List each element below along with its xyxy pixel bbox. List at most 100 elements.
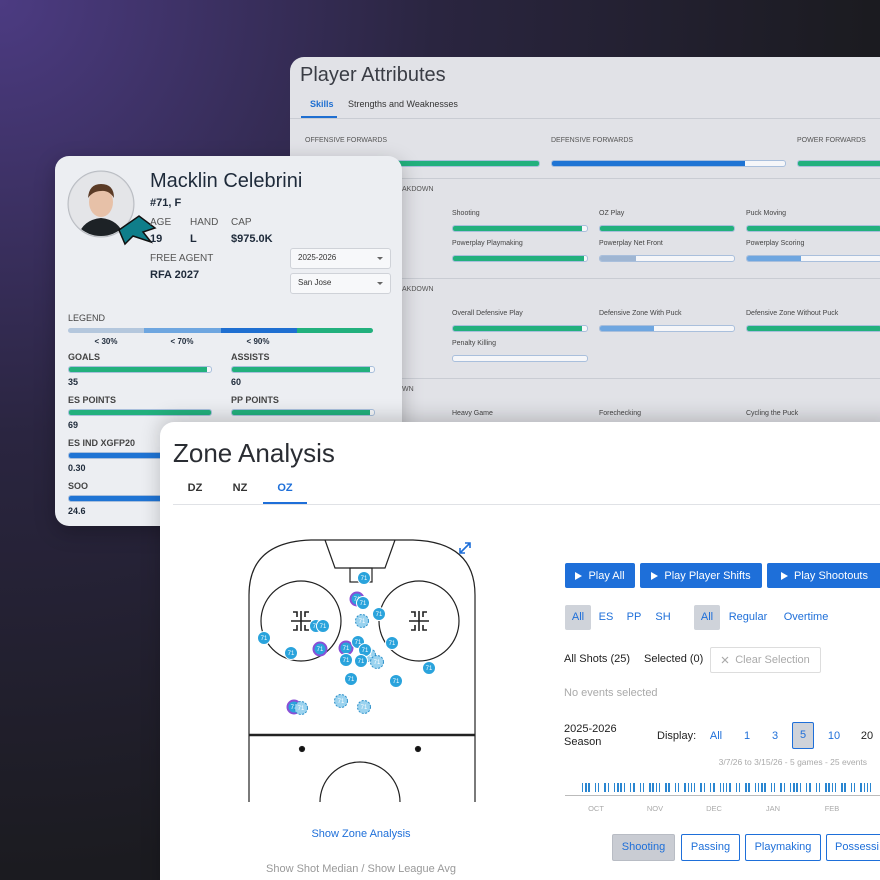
shot-label: 71 xyxy=(361,576,368,582)
display-option[interactable]: 1 xyxy=(743,730,751,742)
filter-option[interactable]: All xyxy=(694,605,720,630)
item-label: Penalty Killing xyxy=(452,340,496,347)
panel-title: Player Attributes xyxy=(300,64,446,86)
empty-note: No events selected xyxy=(564,687,658,699)
timeline-tick xyxy=(665,783,667,792)
stat-value: 60 xyxy=(231,377,242,387)
timeline-tick xyxy=(809,783,811,792)
timeline-tick xyxy=(630,783,632,792)
tab[interactable]: Strengths and Weaknesses xyxy=(348,99,458,109)
shot-label: 71 xyxy=(343,658,350,664)
category-button[interactable]: Possessi xyxy=(826,834,880,861)
filter-option[interactable]: Regular xyxy=(728,611,768,623)
season: Season xyxy=(564,736,602,748)
timeline-tick xyxy=(754,783,757,792)
divider xyxy=(290,378,880,379)
timeline-tick xyxy=(614,783,616,792)
play-icon xyxy=(575,571,583,580)
bar-fill xyxy=(552,161,746,166)
shot: 71 xyxy=(370,655,384,669)
display-option[interactable]: All xyxy=(709,730,723,742)
category-button[interactable]: Playmaking xyxy=(745,834,821,861)
play-button[interactable]: Play All xyxy=(565,563,635,588)
display-option[interactable]: 20 xyxy=(860,730,874,742)
item-label: Puck Moving xyxy=(746,210,787,217)
stat-label: SOO xyxy=(68,481,89,491)
select[interactable]: San Jose xyxy=(290,273,391,294)
link[interactable]: Show Zone Analysis xyxy=(311,828,411,840)
timeline-axis xyxy=(565,795,880,796)
timeline-tick xyxy=(655,783,657,792)
filter-option[interactable]: PP xyxy=(626,611,642,623)
shot-dot xyxy=(370,655,384,669)
bar-fill xyxy=(69,410,211,415)
shot-label: 71 xyxy=(298,706,305,712)
timeline-tick xyxy=(703,783,705,792)
filter-option[interactable]: All xyxy=(565,605,591,630)
item-label: Powerplay Scoring xyxy=(746,240,805,247)
shot-label: 71 xyxy=(360,601,367,607)
month-label: OCT xyxy=(588,804,604,813)
player-photo xyxy=(67,170,157,246)
timeline-tick xyxy=(710,783,712,792)
filter-option[interactable]: SH xyxy=(655,611,671,623)
bar-track xyxy=(452,325,588,332)
select-caret xyxy=(377,257,383,260)
tab[interactable]: Skills xyxy=(310,99,334,109)
bar-track xyxy=(452,225,588,232)
timeline-tick xyxy=(870,783,872,792)
timeline-tick xyxy=(780,783,782,792)
timeline-tick xyxy=(687,783,689,792)
timeline-tick xyxy=(770,783,773,792)
month-label: JAN xyxy=(765,804,781,813)
bar-track xyxy=(231,409,375,416)
play-button[interactable]: Play Shootouts xyxy=(767,563,880,588)
timeline-tick xyxy=(735,783,737,792)
bar-track xyxy=(231,366,375,373)
timeline-tick xyxy=(796,783,798,792)
stat-label: GOALS xyxy=(68,352,101,362)
category-button[interactable]: Passing xyxy=(681,834,740,861)
timeline-tick xyxy=(748,783,750,792)
bar-fill xyxy=(747,256,801,261)
item-label: Powerplay Net Front xyxy=(599,240,663,247)
display-option[interactable]: 5 xyxy=(792,722,814,749)
shot-label: 71 xyxy=(338,699,345,705)
shot: 71 xyxy=(257,631,271,645)
expand-icon[interactable] xyxy=(457,540,473,556)
shot-label: 71 xyxy=(361,705,368,711)
shot-dot xyxy=(344,672,358,686)
shot-dot xyxy=(389,674,403,688)
clear-button[interactable]: Clear Selection xyxy=(710,647,821,673)
tab[interactable]: DZ xyxy=(187,482,203,494)
filter-option[interactable]: Overtime xyxy=(783,611,829,623)
category-button[interactable]: Shooting xyxy=(612,834,675,861)
timeline-tick xyxy=(726,783,728,792)
shot-label: 71 xyxy=(261,636,268,642)
legend-label: < 70% xyxy=(170,337,194,346)
play-button[interactable]: Play Player Shifts xyxy=(640,563,762,588)
shot: 71 xyxy=(357,700,371,714)
shot: 71 xyxy=(284,646,298,660)
bar-fill xyxy=(306,161,539,166)
tab[interactable]: OZ xyxy=(277,482,293,494)
shot-dot xyxy=(422,661,436,675)
timeline-tick xyxy=(831,783,833,792)
timeline-tick xyxy=(793,783,795,792)
legend-scale xyxy=(68,328,373,333)
timeline-tick xyxy=(623,783,625,792)
filter-option[interactable]: ES xyxy=(598,611,614,623)
fact-label: CAP xyxy=(231,217,252,228)
link[interactable]: Show Shot Median / Show League Avg xyxy=(266,863,456,875)
bar-track xyxy=(68,409,212,416)
bar-track xyxy=(746,325,880,332)
item-label: Overall Defensive Play xyxy=(452,310,523,317)
timeline-tick xyxy=(594,783,597,792)
select[interactable]: 2025-2026 xyxy=(290,248,391,269)
display-option[interactable]: 3 xyxy=(771,730,779,742)
shot: 71 xyxy=(356,596,370,610)
tab[interactable]: NZ xyxy=(232,482,248,494)
item-label: Cycling the Puck xyxy=(746,410,799,417)
display-option[interactable]: 10 xyxy=(827,730,841,742)
